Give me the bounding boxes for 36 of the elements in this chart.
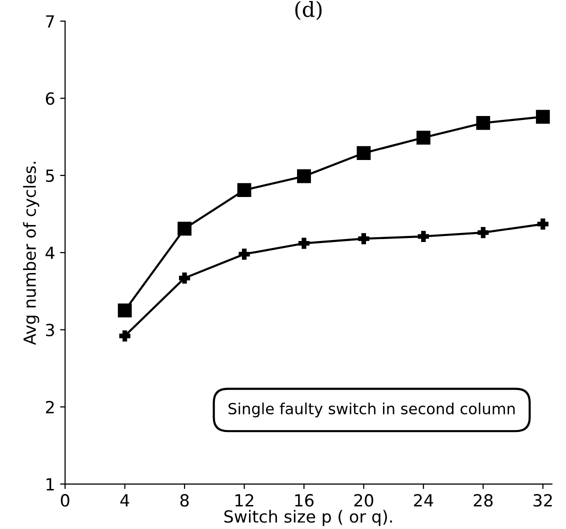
point (537, 218, 548, 230)
y-tick-label: 2 (46, 400, 54, 414)
y-tick-label: 1 (46, 478, 54, 490)
y-tick-label: 7 (46, 15, 54, 28)
point (298, 238, 310, 249)
y-tick-label: 4 (46, 246, 54, 259)
x-tick-label: 0 (60, 494, 70, 507)
point (416, 130, 430, 145)
point (418, 230, 429, 242)
x-tick-label: 4 (120, 494, 130, 506)
y-tick-label: 6 (46, 92, 54, 105)
point (178, 222, 192, 236)
point (178, 272, 190, 284)
x-tick-label: 24 (414, 494, 434, 506)
point (358, 233, 370, 244)
point (238, 248, 250, 260)
y-tick-label: 3 (46, 324, 54, 336)
chart-title: (d) (295, 0, 322, 20)
point (297, 169, 311, 184)
x-tick-label: 32 (534, 494, 552, 507)
y-axis-title: Avg number of cycles. (23, 162, 40, 345)
point (536, 110, 550, 124)
point (237, 183, 252, 198)
x-tick-label: 12 (235, 494, 254, 506)
x-tick-label: 8 (180, 494, 189, 507)
point (476, 116, 490, 130)
point (118, 304, 132, 318)
point (119, 330, 130, 342)
point (356, 146, 371, 160)
x-axis-title: Switch size p ( or q). (224, 510, 392, 526)
y-tick-label: 5 (46, 170, 54, 182)
x-tick-label: 20 (354, 494, 374, 507)
annotation: Single faulty switch in second column (228, 402, 515, 418)
point (478, 226, 489, 238)
x-tick-label: 28 (474, 494, 493, 507)
x-tick-label: 16 (295, 494, 314, 507)
